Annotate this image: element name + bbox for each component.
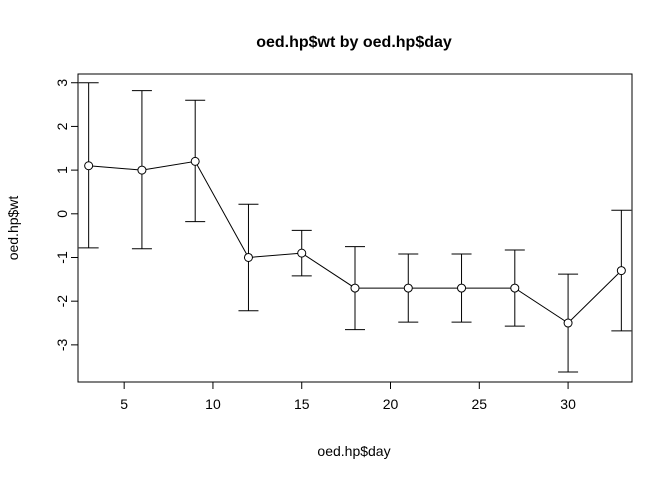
y-tick-label: 3: [54, 79, 70, 87]
y-tick-label: -3: [54, 338, 70, 351]
y-tick-label: -1: [54, 251, 70, 264]
y-tick-label: 1: [54, 166, 70, 174]
data-point: [84, 161, 94, 171]
y-tick-label: 2: [54, 122, 70, 130]
x-tick-label: 20: [383, 396, 399, 412]
data-point: [403, 283, 413, 293]
y-axis-label: oed.hp$wt: [5, 196, 21, 261]
data-point: [243, 252, 253, 262]
plot-frame: [77, 73, 633, 383]
data-point: [457, 283, 467, 293]
x-tick-label: 10: [205, 396, 221, 412]
data-point: [297, 248, 307, 258]
data-point: [563, 318, 573, 328]
y-axis: -3 -2 -1 0 1 2 3: [54, 79, 79, 351]
y-tick-label: -2: [54, 295, 70, 308]
x-tick-label: 30: [560, 396, 576, 412]
x-tick-label: 25: [472, 396, 488, 412]
x-axis: 5 10 15 20 25 30: [120, 381, 576, 412]
data-point: [137, 165, 147, 175]
x-tick-label: 5: [120, 396, 128, 412]
data-point: [190, 156, 200, 166]
data-points: [84, 156, 626, 328]
error-bars: [78, 82, 632, 373]
y-tick-label: 0: [54, 210, 70, 218]
chart-title: oed.hp$wt by oed.hp$day: [256, 34, 452, 51]
data-point: [616, 266, 626, 276]
data-point: [350, 283, 360, 293]
data-point: [510, 283, 520, 293]
x-axis-label: oed.hp$day: [317, 443, 390, 459]
x-tick-label: 15: [294, 396, 310, 412]
